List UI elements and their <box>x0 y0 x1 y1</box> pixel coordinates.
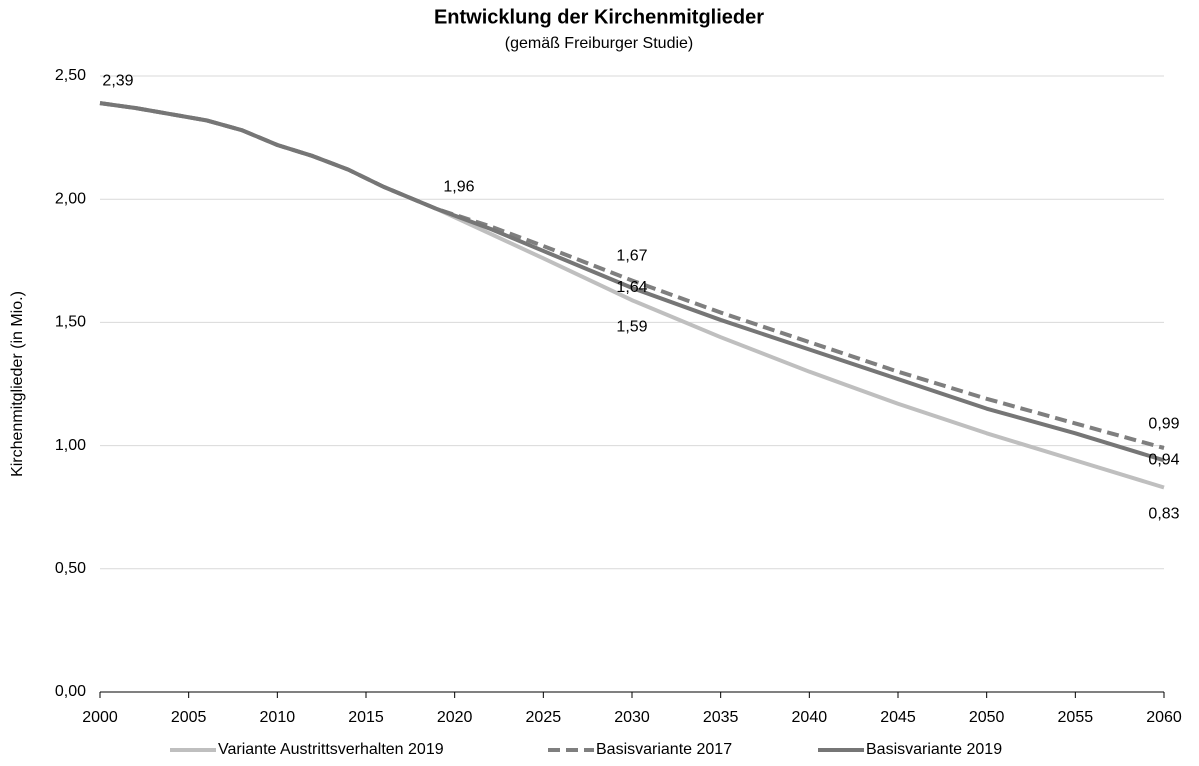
x-tick-label: 2020 <box>437 709 473 726</box>
data-label: 1,64 <box>616 279 647 296</box>
y-axis-label: Kirchenmitglieder (in Mio.) <box>9 291 26 477</box>
x-tick-label: 2010 <box>260 709 296 726</box>
y-tick-label: 2,00 <box>55 190 86 207</box>
x-tick-label: 2005 <box>171 709 207 726</box>
chart-subtitle: (gemäß Freiburger Studie) <box>505 35 694 52</box>
series-line <box>99 101 1165 463</box>
data-label: 2,39 <box>102 72 133 89</box>
y-tick-label: 2,50 <box>55 67 86 84</box>
legend-label: Basisvariante 2019 <box>866 741 1002 758</box>
data-label: 0,83 <box>1148 506 1179 523</box>
data-label: 1,59 <box>616 318 647 335</box>
y-tick-label: 0,00 <box>55 683 86 700</box>
y-tick-label: 0,50 <box>55 560 86 577</box>
y-tick-label: 1,00 <box>55 437 86 454</box>
x-tick-label: 2045 <box>880 709 916 726</box>
legend-label: Basisvariante 2017 <box>596 741 732 758</box>
data-label: 0,99 <box>1148 415 1179 432</box>
data-label: 1,67 <box>616 248 647 265</box>
x-tick-label: 2030 <box>614 709 650 726</box>
data-label: 1,96 <box>443 178 474 195</box>
legend-label: Variante Austrittsverhalten 2019 <box>218 741 444 758</box>
chart-title: Entwicklung der Kirchenmitglieder <box>434 6 764 28</box>
y-tick-label: 1,50 <box>55 314 86 331</box>
x-tick-label: 2015 <box>348 709 384 726</box>
data-label: 0,94 <box>1148 452 1179 469</box>
x-tick-label: 2050 <box>969 709 1005 726</box>
x-tick-label: 2040 <box>792 709 828 726</box>
x-tick-label: 2000 <box>82 709 118 726</box>
x-tick-label: 2025 <box>526 709 562 726</box>
x-tick-label: 2060 <box>1146 709 1182 726</box>
series-line <box>99 101 1165 450</box>
x-tick-label: 2035 <box>703 709 739 726</box>
x-tick-label: 2055 <box>1058 709 1094 726</box>
